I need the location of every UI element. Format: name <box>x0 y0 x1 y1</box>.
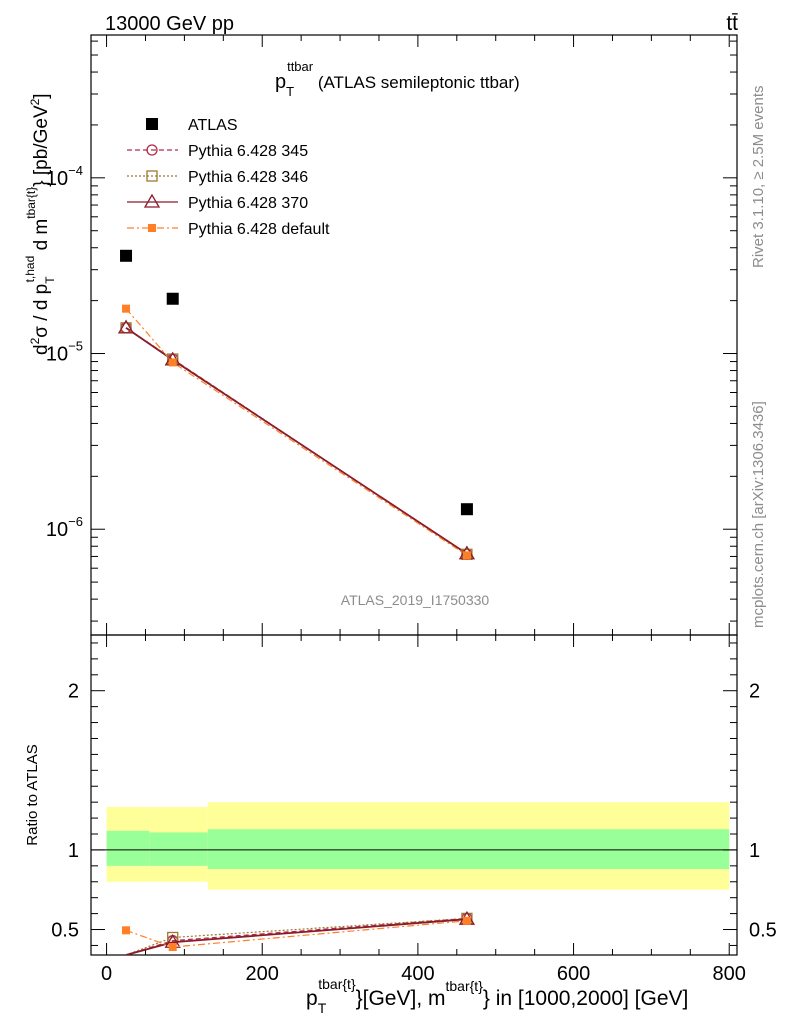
main-marker <box>117 319 135 334</box>
header-right: tt̄ <box>726 12 738 35</box>
legend-marker <box>148 224 156 232</box>
axes <box>90 34 738 956</box>
main-marker <box>460 503 473 516</box>
ratio-y-tick-label: 2 <box>68 681 79 703</box>
inner-band <box>207 829 730 870</box>
main-marker <box>120 249 133 262</box>
svg-text:pTtbar{t}}[GeV], mtbar{t}} in: pTtbar{t}}[GeV], mtbar{t}} in [1000,2000… <box>306 976 688 1016</box>
legend-label: ATLAS <box>188 117 238 134</box>
y-tick-label: 10−6 <box>46 514 83 541</box>
legend-label: Pythia 6.428 default <box>188 221 330 238</box>
rivet-label: Rivet 3.1.10, ≥ 2.5M events <box>750 86 767 269</box>
y-tick-label: 10−5 <box>46 339 83 366</box>
main-marker <box>166 292 179 305</box>
x-tick-label: 600 <box>557 963 590 985</box>
ratio-series-line <box>125 918 467 955</box>
mcplots-label: mcplots.cern.ch [arXiv:1306.3436] <box>750 401 767 628</box>
inner-band <box>106 830 150 866</box>
y-axis-label-main: d2σ / d pTt,had d mtbar{t}} [pb/GeV2] <box>23 93 57 355</box>
x-tick-label: 0 <box>101 963 112 985</box>
tick-labels: 0 200 400 600 800 10−6 10−5 10−4 0.5 0.5 1 1 2 2 <box>46 163 777 985</box>
x-tick-label: 400 <box>401 963 434 985</box>
ratio-y-tick-label-right: 2 <box>749 681 760 703</box>
x-tick-label: 800 <box>713 963 746 985</box>
ratio-frame <box>90 634 738 956</box>
ratio-y-tick-label-right: 0.5 <box>749 920 777 942</box>
ratio-y-tick-label-right: 1 <box>749 840 760 862</box>
legend-marker <box>146 144 158 156</box>
y-tick-label: 10−4 <box>46 163 83 190</box>
legend-label: Pythia 6.428 345 <box>188 143 308 160</box>
ratio-marker <box>462 916 471 925</box>
main-marker <box>462 551 471 560</box>
header-left: 13000 GeV pp <box>105 13 234 35</box>
legend-marker <box>146 170 158 182</box>
analysis-id: ATLAS_2019_I1750330 <box>341 592 490 608</box>
legend-marker <box>146 118 158 130</box>
ratio-marker <box>168 943 177 952</box>
y-axis-label-ratio: Ratio to ATLAS <box>24 744 41 845</box>
legend: ATLAS Pythia 6.428 345 Pythia 6.428 346 Pyt… <box>127 117 330 238</box>
main-marker <box>168 358 177 367</box>
ratio-series-line <box>125 917 467 955</box>
x-tick-label: 200 <box>246 963 279 985</box>
plot-title: pTttbar (ATLAS semileptonic ttbar) <box>275 59 520 99</box>
legend-marker <box>143 193 161 208</box>
main-series-line <box>125 308 468 556</box>
inner-band <box>149 832 208 866</box>
ratio-series <box>122 910 476 955</box>
main-marker <box>122 304 131 313</box>
ratio-marker <box>122 926 131 935</box>
ratio-y-tick-label: 0.5 <box>51 920 79 942</box>
x-axis-label: pTtbar{t}}[GeV], mtbar{t}} in [1000,2000… <box>306 976 688 1016</box>
svg-text:d2σ / d pTt,had d mtbar{t}} [p: d2σ / d pTt,had d mtbar{t}} [pb/GeV2] <box>23 93 57 355</box>
legend-label: Pythia 6.428 346 <box>188 169 308 186</box>
ratio-y-tick-label: 1 <box>68 840 79 862</box>
legend-label: Pythia 6.428 370 <box>188 195 308 212</box>
series-markers <box>117 249 476 560</box>
uncertainty-bands <box>91 802 737 890</box>
